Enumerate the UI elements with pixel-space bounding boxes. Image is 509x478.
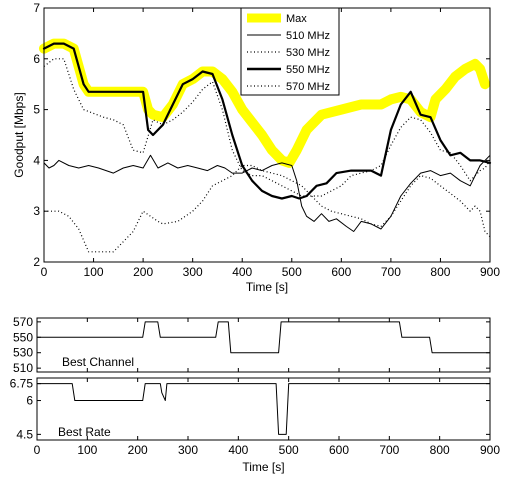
x-tick-label: 800 — [430, 265, 450, 279]
x-tick-label: 700 — [381, 265, 401, 279]
x-tick-label: 600 — [329, 443, 349, 457]
x-tick-label: 200 — [133, 265, 153, 279]
y-tick-label: 570 — [13, 315, 33, 329]
y-tick-label: 6 — [33, 52, 40, 66]
x-tick-label: 500 — [279, 443, 299, 457]
x-tick-label: 400 — [232, 265, 252, 279]
goodput-chart: 0 100 200 300 400 500 600 700 800 900 2 3 4 5 6 7 Time… — [12, 1, 500, 294]
goodput-x-axis-label: Time [s] — [246, 280, 288, 294]
legend-label-570: 570 MHz — [286, 81, 330, 93]
legend-label-550: 550 MHz — [286, 64, 330, 76]
y-tick-label: 530 — [13, 346, 33, 360]
x-tick-label: 900 — [480, 443, 500, 457]
best-rate-plot-area — [36, 383, 491, 435]
best-rate-title: Best Rate — [58, 425, 111, 439]
y-tick-label: 4 — [33, 153, 40, 167]
x-tick-label: 0 — [41, 265, 48, 279]
goodput-y-axis-label: Goodput [Mbps] — [12, 92, 26, 177]
y-tick-label: 4.5 — [16, 427, 33, 441]
x-tick-label: 100 — [84, 265, 104, 279]
best-channel-line — [36, 321, 491, 354]
y-tick-label: 550 — [13, 330, 33, 344]
y-tick-label: 3 — [33, 204, 40, 218]
best-rate-line — [36, 383, 491, 435]
best-rate-plot-frame — [36, 377, 491, 441]
best-rate-chart: 0 100 200 300 400 500 600 700 800 900 4.5 6 6.75 Be… — [10, 377, 501, 474]
x-tick-label: 300 — [178, 443, 198, 457]
y-tick-label: 6 — [26, 394, 33, 408]
goodput-x-ticks: 0 100 200 300 400 500 600 700 800 900 — [41, 8, 500, 279]
y-tick-label: 7 — [33, 1, 40, 15]
series-max — [39, 38, 490, 168]
x-tick-label: 900 — [480, 265, 500, 279]
legend-label-510: 510 MHz — [286, 30, 330, 42]
x-tick-label: 100 — [77, 443, 97, 457]
x-tick-label: 500 — [282, 265, 302, 279]
series-530-mhz — [44, 164, 491, 253]
y-tick-label: 2 — [33, 255, 40, 269]
x-tick-label: 700 — [379, 443, 399, 457]
best-channel-plot-frame — [36, 317, 491, 373]
goodput-y-ticks: 2 3 4 5 6 7 — [33, 1, 490, 269]
legend-label-530: 530 MHz — [286, 47, 330, 59]
best-rate-x-ticks: 0 100 200 300 400 500 600 700 800 900 — [34, 378, 500, 457]
series-570-mhz — [43, 58, 491, 197]
best-rate-y-ticks: 4.5 6 6.75 — [10, 377, 490, 441]
best-rate-x-axis-label: Time [s] — [242, 460, 284, 474]
best-channel-x-ticks — [36, 318, 491, 372]
series-510-mhz — [43, 154, 491, 232]
y-tick-label: 6.75 — [10, 377, 34, 391]
goodput-plot-area — [39, 38, 492, 253]
x-tick-label: 300 — [183, 265, 203, 279]
x-tick-label: 0 — [34, 443, 41, 457]
x-tick-label: 600 — [331, 265, 351, 279]
x-tick-label: 200 — [128, 443, 148, 457]
x-tick-label: 800 — [430, 443, 450, 457]
y-tick-label: 510 — [13, 361, 33, 375]
best-channel-title: Best Channel — [62, 355, 134, 369]
legend-label-max: Max — [286, 13, 307, 25]
goodput-legend: Max 510 MHz 530 MHz 550 MHz 570 MHz — [240, 7, 340, 96]
x-tick-label: 400 — [228, 443, 248, 457]
series-550-mhz — [42, 42, 492, 200]
best-channel-plot-area — [36, 321, 491, 354]
y-tick-label: 5 — [33, 103, 40, 117]
